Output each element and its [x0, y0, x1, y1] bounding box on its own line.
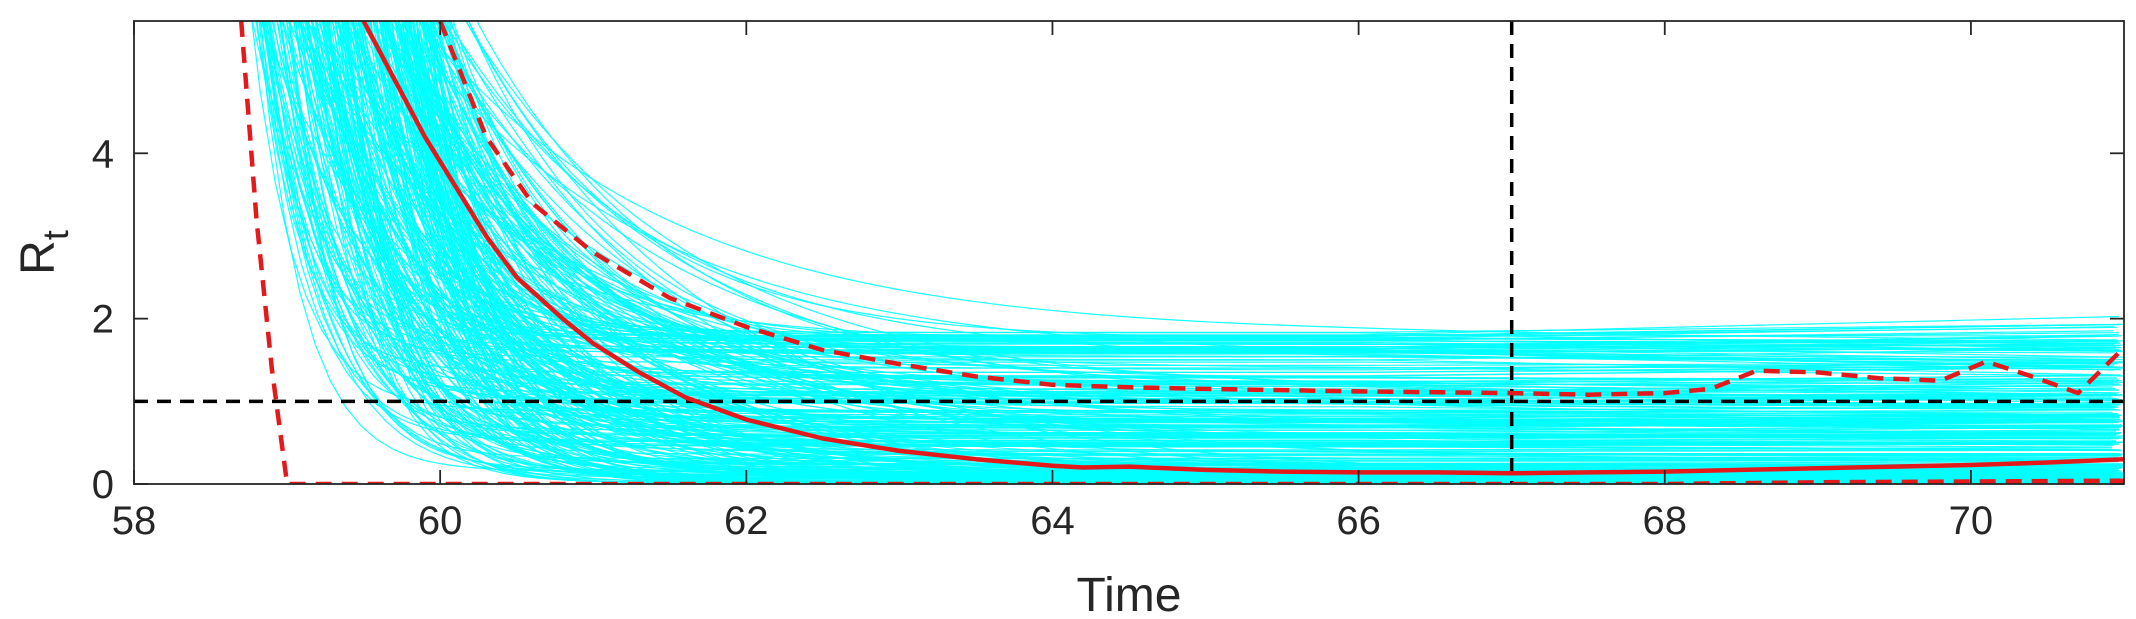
y-tick-label: 2 [92, 298, 114, 342]
sample-trajectory-line [436, 21, 2116, 419]
y-tick-label: 4 [92, 132, 114, 176]
x-tick-label: 60 [418, 499, 463, 543]
sample-trajectory-line [255, 21, 2124, 369]
sample-trajectory-line [429, 21, 2124, 333]
upper-bound-line [438, 21, 2124, 397]
sample-trajectory-line [429, 21, 2118, 460]
lower-bound-line [238, 21, 2124, 484]
median-line [361, 21, 2124, 476]
x-tick-label: 58 [112, 499, 157, 543]
sample-trajectory-line [260, 21, 2116, 393]
sample-trajectory-line [468, 21, 2119, 380]
sample-trajectory-line [327, 21, 2116, 342]
y-tick-label: 0 [92, 463, 114, 507]
x-axis-title: Time [1077, 569, 1182, 619]
y-axis-ticks: 0 2 4 [92, 132, 2124, 507]
sample-trajectory-line [444, 21, 2114, 440]
sample-trajectory-line [398, 21, 2121, 426]
sample-trajectory-line [261, 21, 2113, 479]
sample-trajectory-line [259, 21, 2124, 443]
sample-trajectory-line [263, 21, 2115, 446]
sample-trajectory-line [380, 21, 2111, 368]
sample-trajectory-line [322, 21, 2120, 337]
sample-trajectory-line [465, 21, 2122, 402]
sample-trajectory-line [426, 21, 2124, 383]
sample-trajectory-line [380, 21, 2111, 478]
plot-border [133, 20, 2125, 485]
sample-trajectory-line [418, 21, 2118, 341]
reference-lines [134, 21, 2124, 484]
x-tick-label: 68 [1643, 499, 1688, 543]
sample-trajectory-line [383, 21, 2124, 455]
x-axis-ticks: 58 60 62 64 66 68 70 [112, 21, 1993, 543]
y-axis-title: Rt [12, 230, 76, 275]
sample-trajectory-line [404, 21, 2113, 369]
y-axis-title-main: R [12, 240, 65, 275]
sample-trajectory-line [324, 21, 2117, 439]
sample-trajectory-line [289, 21, 2121, 436]
summary-series [238, 21, 2124, 484]
x-tick-label: 64 [1030, 499, 1075, 543]
x-tick-label: 70 [1949, 499, 1994, 543]
sample-trajectory-line [327, 21, 2112, 451]
x-tick-label: 66 [1336, 499, 1381, 543]
sample-trajectory-line [371, 21, 2121, 416]
sample-trajectory-line [425, 21, 2120, 383]
sample-trajectory-line [360, 21, 2114, 467]
x-tick-label: 62 [724, 499, 769, 543]
sample-trajectory-line [266, 21, 2124, 428]
sample-trajectory-line [418, 21, 2123, 397]
sample-trajectory-line [352, 21, 2124, 361]
sample-trajectory-line [271, 21, 2124, 358]
sample-trajectory-line [431, 21, 2114, 371]
y-axis-title-subscript: t [35, 230, 76, 240]
axes-border [133, 20, 2125, 485]
sample-trajectory-line [397, 21, 2113, 348]
